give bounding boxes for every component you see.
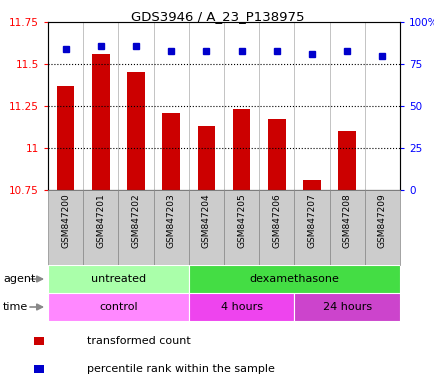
Text: GSM847203: GSM847203 — [166, 194, 175, 248]
Bar — [188, 190, 224, 265]
Bar — [338, 131, 355, 190]
Bar — [364, 190, 399, 265]
Bar — [57, 86, 74, 190]
Text: untreated: untreated — [91, 274, 146, 284]
Bar — [34, 338, 44, 345]
Text: control: control — [99, 302, 138, 312]
Text: GSM847208: GSM847208 — [342, 194, 351, 248]
Bar — [127, 73, 145, 190]
Bar — [294, 293, 399, 321]
Bar — [232, 109, 250, 190]
Bar — [83, 190, 118, 265]
Bar — [259, 190, 294, 265]
Bar — [48, 190, 83, 265]
Text: GSM847202: GSM847202 — [131, 194, 140, 248]
Text: dexamethasone: dexamethasone — [249, 274, 339, 284]
Bar — [188, 293, 294, 321]
Bar — [302, 180, 320, 190]
Bar — [224, 190, 259, 265]
Bar — [162, 113, 180, 190]
Bar — [34, 365, 44, 372]
Text: GSM847204: GSM847204 — [201, 194, 210, 248]
Bar — [48, 293, 188, 321]
Bar — [153, 190, 188, 265]
Text: GDS3946 / A_23_P138975: GDS3946 / A_23_P138975 — [131, 10, 303, 23]
Text: 4 hours: 4 hours — [220, 302, 262, 312]
Text: agent: agent — [3, 274, 35, 284]
Bar — [294, 190, 329, 265]
Text: percentile rank within the sample: percentile rank within the sample — [86, 364, 274, 374]
Text: GSM847201: GSM847201 — [96, 194, 105, 248]
Text: 24 hours: 24 hours — [322, 302, 371, 312]
Bar — [92, 54, 109, 190]
Bar — [118, 190, 153, 265]
Text: GSM847205: GSM847205 — [237, 194, 246, 248]
Text: GSM847206: GSM847206 — [272, 194, 281, 248]
Text: GSM847207: GSM847207 — [307, 194, 316, 248]
Text: time: time — [3, 302, 28, 312]
Bar — [329, 190, 364, 265]
Bar — [48, 265, 188, 293]
Text: transformed count: transformed count — [86, 336, 190, 346]
Bar — [188, 265, 399, 293]
Bar — [197, 126, 215, 190]
Text: GSM847200: GSM847200 — [61, 194, 70, 248]
Bar — [267, 119, 285, 190]
Text: GSM847209: GSM847209 — [377, 194, 386, 248]
